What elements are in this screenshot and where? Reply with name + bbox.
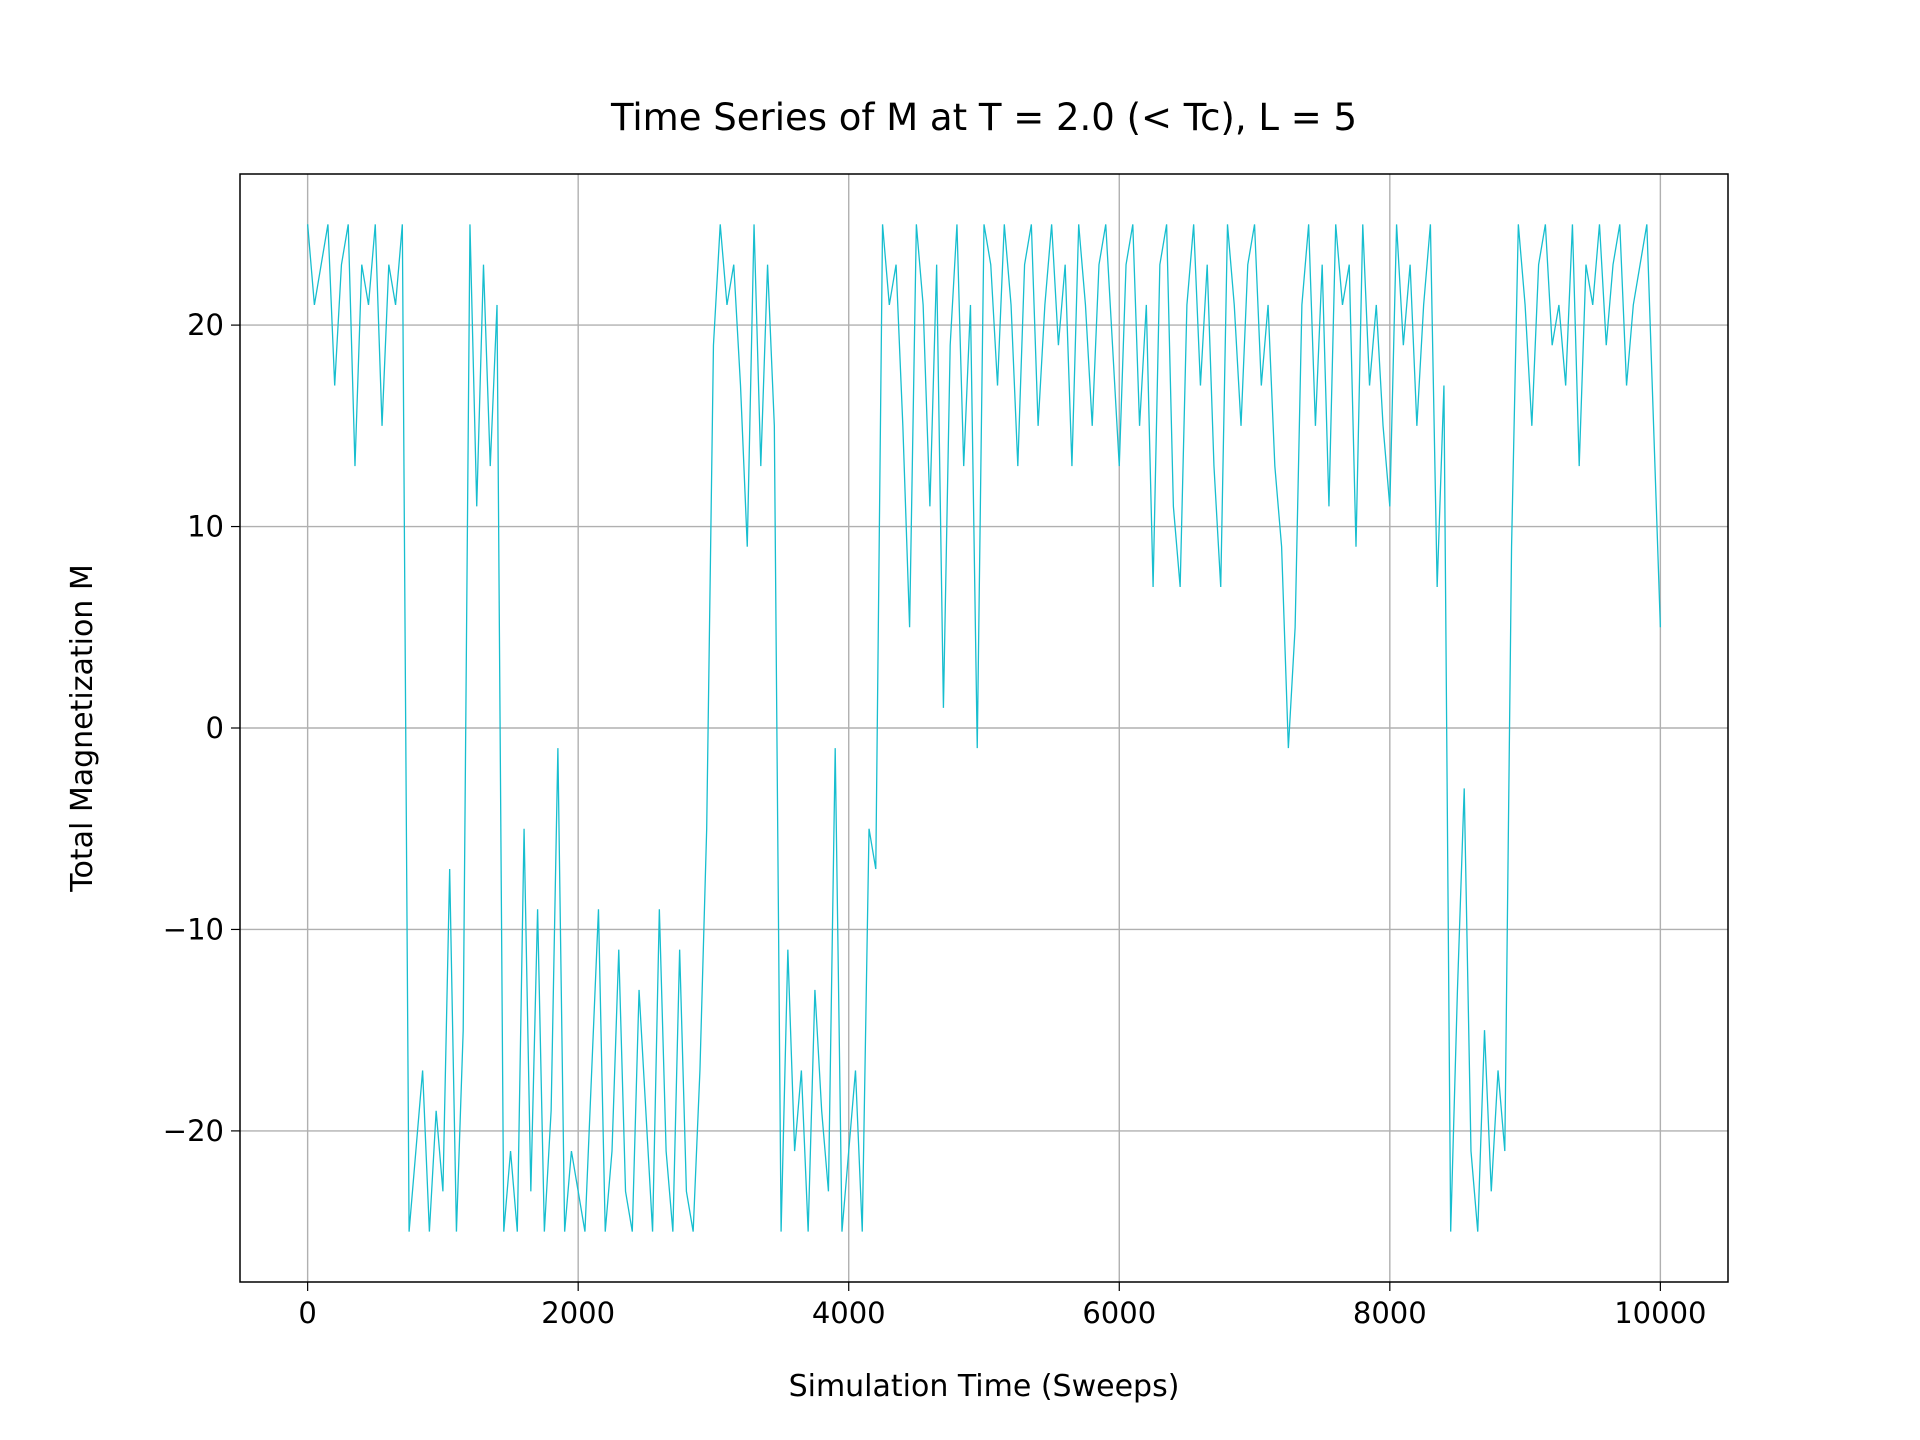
y-tick-label: −10 (163, 912, 224, 946)
data-line (306, 224, 1662, 1232)
x-tick-label: 0 (298, 1296, 316, 1330)
x-tick-label: 10000 (1614, 1296, 1706, 1330)
plot-frame (239, 173, 1729, 1283)
x-tick-label: 2000 (541, 1296, 615, 1330)
y-axis-label: Total Magnetization M (65, 564, 100, 893)
chart-title: Time Series of M at T = 2.0 (< Tc), L = … (610, 96, 1357, 139)
x-tick-label: 6000 (1082, 1296, 1156, 1330)
x-tick-label: 4000 (812, 1296, 886, 1330)
y-tick-label: 20 (187, 308, 224, 342)
y-tick-label: 0 (206, 711, 224, 745)
y-tick-label: −20 (163, 1114, 224, 1148)
x-axis-label: Simulation Time (Sweeps) (789, 1369, 1180, 1404)
x-tick-label: 8000 (1353, 1296, 1427, 1330)
y-tick-label: 10 (187, 510, 224, 544)
